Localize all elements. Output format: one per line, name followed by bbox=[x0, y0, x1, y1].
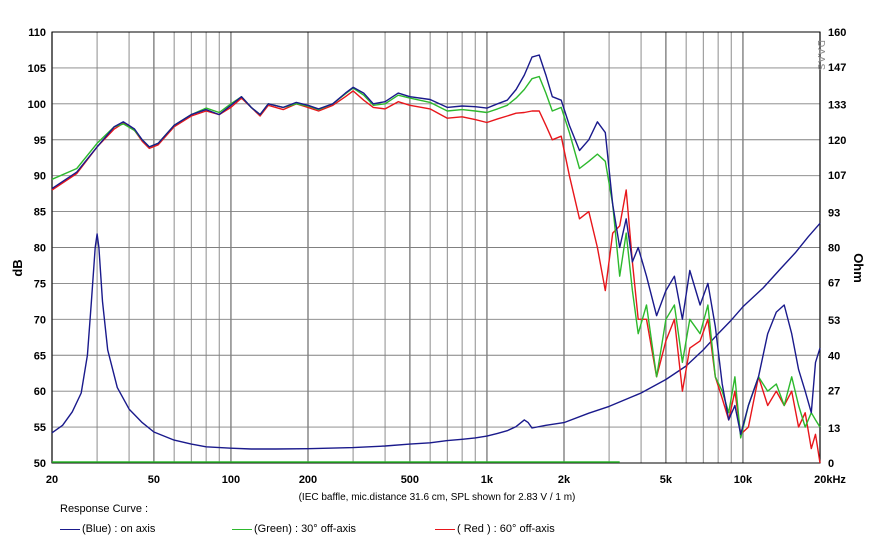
x-tick-label: 5k bbox=[660, 474, 673, 486]
x-tick-label: 20kHz bbox=[814, 474, 846, 486]
x-tick-label: 100 bbox=[222, 474, 240, 486]
x-tick-label: 500 bbox=[401, 474, 419, 486]
y-tick-label: 85 bbox=[34, 207, 46, 219]
legend-item-green: (Green) : 30° off-axis bbox=[232, 523, 356, 535]
legend-item-red: ( Red ) : 60° off-axis bbox=[435, 523, 555, 535]
x-axis-ticks: 20 50 100 200 500 1k 2k 5k 10k 20kHz bbox=[46, 474, 847, 486]
legend-title: Response Curve : bbox=[60, 503, 149, 515]
x-tick-label: 10k bbox=[734, 474, 753, 486]
y2-tick-label: 13 bbox=[828, 423, 840, 435]
legend-swatch-red bbox=[435, 528, 455, 530]
y2-tick-label: 27 bbox=[828, 385, 840, 397]
y2-axis-ticks: 0 13 27 40 53 67 80 93 107 120 133 147 160 bbox=[828, 27, 846, 470]
y-tick-label: 95 bbox=[34, 135, 46, 147]
y-axis-title: dB bbox=[10, 259, 25, 276]
legend-item-blue: (Blue) : on axis bbox=[60, 523, 155, 535]
y2-tick-label: 53 bbox=[828, 315, 840, 327]
legend-label-green: (Green) : 30° off-axis bbox=[254, 523, 357, 535]
grid bbox=[51, 31, 821, 464]
y2-tick-label: 133 bbox=[828, 100, 846, 112]
curves bbox=[51, 54, 821, 464]
y2-tick-label: 0 bbox=[828, 458, 834, 470]
y-tick-label: 110 bbox=[28, 27, 46, 39]
y-tick-label: 55 bbox=[34, 422, 46, 434]
x-tick-label: 1k bbox=[481, 474, 494, 486]
legend: Response Curve : (Blue) : on axis (Green… bbox=[60, 503, 820, 553]
brand-watermark: DAAS bbox=[815, 40, 826, 71]
x-tick-label: 2k bbox=[558, 474, 571, 486]
x-tick-label: 50 bbox=[148, 474, 160, 486]
legend-label-red: ( Red ) : 60° off-axis bbox=[457, 523, 555, 535]
y2-tick-label: 147 bbox=[828, 62, 846, 74]
y-tick-label: 65 bbox=[34, 350, 46, 362]
y-tick-label: 80 bbox=[34, 243, 46, 255]
y-tick-label: 105 bbox=[28, 63, 46, 75]
legend-label-blue: (Blue) : on axis bbox=[82, 523, 156, 535]
y2-axis-title: Ohm bbox=[851, 253, 866, 283]
y-tick-label: 60 bbox=[34, 386, 46, 398]
impedance-curve bbox=[51, 222, 821, 450]
y-axis-ticks: 50 55 60 65 70 75 80 85 90 95 100 105 110 bbox=[28, 27, 46, 470]
y-tick-label: 50 bbox=[34, 458, 46, 470]
on-axis-curve bbox=[51, 54, 821, 435]
y2-tick-label: 160 bbox=[828, 27, 846, 39]
legend-swatch-blue bbox=[60, 528, 80, 530]
measurement-note: (IEC baffle, mic.distance 31.6 cm, SPL s… bbox=[299, 492, 576, 503]
y-tick-label: 70 bbox=[34, 314, 46, 326]
y2-tick-label: 93 bbox=[828, 207, 840, 219]
y-tick-label: 75 bbox=[34, 278, 46, 290]
y-tick-label: 90 bbox=[34, 171, 46, 183]
y2-tick-label: 80 bbox=[828, 243, 840, 255]
y2-tick-label: 107 bbox=[828, 170, 846, 182]
x-tick-label: 20 bbox=[46, 474, 58, 486]
y2-tick-label: 40 bbox=[828, 350, 840, 362]
y-tick-label: 100 bbox=[28, 99, 46, 111]
legend-swatch-green bbox=[232, 528, 252, 530]
x-tick-label: 200 bbox=[299, 474, 317, 486]
60deg-off-axis-curve bbox=[51, 90, 821, 464]
plot-frame bbox=[51, 31, 821, 464]
30deg-off-axis-curve bbox=[51, 75, 821, 439]
y2-tick-label: 120 bbox=[828, 135, 846, 147]
y2-tick-label: 67 bbox=[828, 278, 840, 290]
